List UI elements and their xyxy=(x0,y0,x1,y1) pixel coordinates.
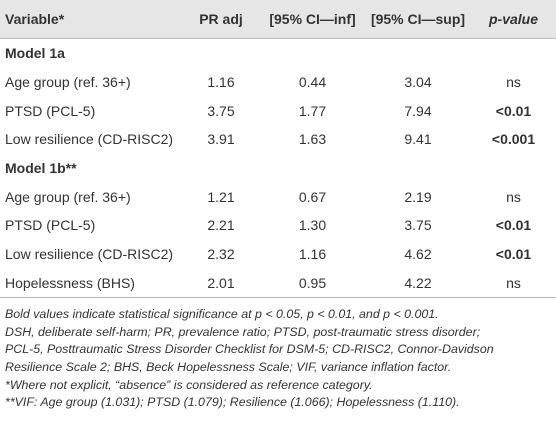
data-row: PTSD (PCL-5) 3.75 1.77 7.94 <0.01 xyxy=(0,96,556,125)
section-title: Model 1a xyxy=(5,45,65,62)
value-cell: ns xyxy=(471,268,556,299)
variable-cell: Age group (ref. 36+) xyxy=(5,74,131,91)
data-row: Age group (ref. 36+) 1.16 0.44 3.04 ns xyxy=(0,68,556,97)
table-body: Model 1a Age group (ref. 36+) 1.16 0.44 3.04… xyxy=(0,39,556,299)
value-cell: 0.44 xyxy=(298,74,327,91)
footnote: **VIF: Age group (1.031); PTSD (1.079); … xyxy=(5,395,460,410)
variable-cell: Low resilience (CD-RISC2) xyxy=(5,131,174,148)
value-cell: 1.16 xyxy=(207,74,235,91)
value-cell: 3.75 xyxy=(404,217,432,234)
value-cell: 1.30 xyxy=(298,217,327,234)
value-cell: 0.95 xyxy=(260,268,365,299)
header-cell: PR adj xyxy=(182,0,260,39)
header-cell: [95% CI—sup] xyxy=(365,0,471,39)
value-cell: <0.01 xyxy=(495,246,532,263)
header-cell: Variable* xyxy=(0,0,182,39)
value-cell: 2.21 xyxy=(207,217,235,234)
data-row: PTSD (PCL-5) 2.21 1.30 3.75 <0.01 xyxy=(0,211,556,240)
variable-cell: Hopelessness (BHS) xyxy=(0,268,182,299)
value-cell: 3.04 xyxy=(404,74,432,91)
footnote: PCL-5, Posttraumatic Stress Disorder Che… xyxy=(5,342,494,357)
variable-cell: Low resilience (CD-RISC2) xyxy=(5,246,174,263)
value-cell: <0.01 xyxy=(495,102,532,119)
value-cell: 1.21 xyxy=(207,188,235,205)
value-cell: 3.75 xyxy=(207,102,235,119)
header-cell: p-value xyxy=(471,0,556,39)
value-cell: <0.01 xyxy=(495,217,532,234)
value-cell: 2.01 xyxy=(182,268,260,299)
value-cell: 1.77 xyxy=(298,102,327,119)
value-cell: 1.63 xyxy=(298,131,327,148)
variable-cell: Age group (ref. 36+) xyxy=(5,188,131,205)
header-row: Variable* PR adj [95% CI—inf] [95% CI—sup] p… xyxy=(0,0,556,39)
footnote: Bold values indicate statistical signifi… xyxy=(5,307,439,322)
footnote: DSH, deliberate self-harm; PR, prevalenc… xyxy=(5,324,481,339)
variable-cell: PTSD (PCL-5) xyxy=(5,102,96,119)
header-cell: [95% CI—inf] xyxy=(260,0,365,39)
value-cell: <0.001 xyxy=(491,131,536,148)
footnote: Resilience Scale 2; BHS, Beck Hopelessne… xyxy=(5,359,452,374)
footnote: *Where not explicit, “absence” is consid… xyxy=(5,377,373,392)
value-cell: 0.67 xyxy=(298,188,327,205)
value-cell: 9.41 xyxy=(404,131,432,148)
value-cell: ns xyxy=(506,188,521,205)
value-cell: 3.91 xyxy=(207,131,235,148)
footnotes: Bold values indicate statistical signifi… xyxy=(0,298,556,412)
section-row: Model 1b** xyxy=(0,154,556,183)
variable-cell: PTSD (PCL-5) xyxy=(5,217,96,234)
value-cell: 2.19 xyxy=(404,188,432,205)
value-cell: 7.94 xyxy=(404,102,432,119)
data-row: Low resilience (CD-RISC2) 3.91 1.63 9.41 <0.… xyxy=(0,125,556,154)
value-cell: 4.22 xyxy=(365,268,471,299)
section-row: Model 1a xyxy=(0,39,556,68)
value-cell: 1.16 xyxy=(298,246,327,263)
data-row: Low resilience (CD-RISC2) 2.32 1.16 4.62 <0.… xyxy=(0,240,556,269)
data-row: Hopelessness (BHS) 2.01 0.95 4.22 ns xyxy=(0,268,556,299)
section-title: Model 1b** xyxy=(5,160,77,177)
value-cell: 2.32 xyxy=(207,246,235,263)
results-table: Variable* PR adj [95% CI—inf] [95% CI—sup] p… xyxy=(0,0,556,299)
value-cell: 4.62 xyxy=(404,246,432,263)
data-row: Age group (ref. 36+) 1.21 0.67 2.19 ns xyxy=(0,182,556,211)
value-cell: ns xyxy=(506,74,521,91)
